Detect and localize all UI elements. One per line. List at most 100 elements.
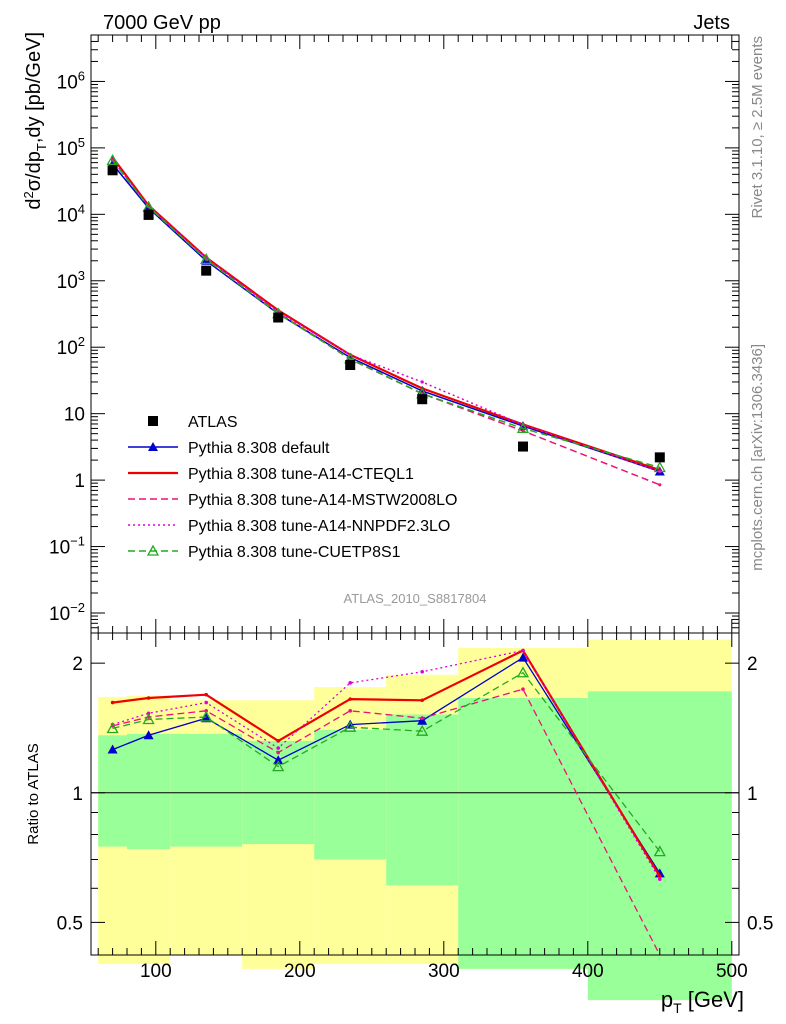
- main-y-tick-label: 105: [57, 135, 85, 160]
- legend-label: Pythia 8.308 tune-A14-NNPDF2.3LO: [188, 518, 450, 535]
- ratio-y-tick-label: 1: [747, 784, 758, 805]
- main-y-tick-label: 102: [57, 334, 85, 359]
- x-tick-label: 100: [140, 961, 172, 982]
- data-point-marker: [345, 360, 356, 371]
- legend-label: Pythia 8.308 default: [188, 440, 330, 457]
- main-y-tick-label: 104: [57, 201, 85, 226]
- ratio-uncertainty-bands: [98, 639, 732, 1001]
- data-point-marker: [106, 722, 119, 734]
- legend-entry: ATLAS: [148, 414, 238, 431]
- data-point-marker: [344, 720, 357, 732]
- data-point-marker: [148, 416, 158, 426]
- main-y-tick-label: 103: [57, 268, 85, 293]
- data-point-marker: [201, 713, 212, 723]
- data-point-marker: [200, 253, 213, 265]
- data-point-marker: [521, 648, 525, 653]
- x-tick-label: 400: [572, 961, 604, 982]
- legend-label: Pythia 8.308 tune-A14-MSTW2008LO: [188, 492, 457, 509]
- ratio-series-1: [110, 648, 662, 879]
- legend-entry: Pythia 8.308 tune-A14-CTEQL1: [128, 466, 414, 483]
- data-point-marker: [272, 760, 285, 772]
- data-point-marker: [148, 442, 158, 451]
- main-y-tick-label: 1: [74, 471, 85, 492]
- data-point-marker: [204, 692, 208, 697]
- data-point-marker: [521, 687, 525, 691]
- band-inner-bin: [386, 714, 459, 886]
- ratio-y-tick-label: 0.5: [57, 913, 83, 934]
- data-point-marker: [106, 153, 119, 165]
- data-point-marker: [107, 165, 118, 176]
- data-point-marker: [110, 700, 115, 705]
- data-point-marker: [420, 669, 425, 674]
- main-series-3: [111, 158, 662, 487]
- legend-label: Pythia 8.308 tune-CUETP8S1: [188, 544, 401, 561]
- ratio-y-tick-label: 1: [72, 784, 83, 805]
- data-point-marker: [417, 715, 428, 725]
- ratio-series-4: [106, 666, 666, 857]
- data-point-marker: [516, 422, 530, 434]
- data-point-marker: [143, 209, 154, 220]
- ratio-series-line: [112, 649, 661, 880]
- data-point-marker: [201, 265, 212, 276]
- data-point-marker: [146, 544, 160, 556]
- main-y-tick-label: 106: [57, 68, 85, 93]
- ratio-y-tick-label: 2: [747, 654, 758, 675]
- header-right: Jets: [693, 12, 730, 34]
- data-point-marker: [276, 750, 281, 755]
- legend-entry: Pythia 8.308 tune-A14-NNPDF2.3LO: [128, 518, 450, 535]
- data-point-marker: [276, 746, 281, 750]
- data-point-marker: [518, 441, 528, 452]
- data-point-marker: [204, 700, 208, 705]
- header-left: 7000 GeV pp: [103, 12, 221, 34]
- series-layer: [106, 153, 666, 956]
- x-axis-label: pT [GeV]: [661, 987, 744, 1016]
- data-point-marker: [518, 652, 528, 662]
- main-series-line: [112, 159, 661, 469]
- main-y-tick-label: 10−2: [49, 600, 85, 625]
- data-point-marker: [348, 681, 353, 685]
- data-point-marker: [420, 716, 425, 721]
- data-point-marker: [348, 709, 353, 713]
- legend-label: Pythia 8.308 tune-A14-CTEQL1: [188, 466, 414, 483]
- data-point-marker: [200, 710, 213, 722]
- data-point-marker: [516, 666, 530, 678]
- band-inner-bin: [98, 735, 127, 847]
- data-point-marker: [146, 696, 151, 700]
- data-point-marker: [107, 744, 118, 754]
- main-series-0: [107, 165, 665, 463]
- data-point-marker: [348, 697, 353, 701]
- band-inner-bin: [127, 733, 171, 850]
- ratio-series-line: [112, 688, 661, 956]
- ratio-series-line: [112, 649, 661, 877]
- x-tick-label: 500: [716, 961, 748, 982]
- ratio-y-tick-label: 2: [72, 654, 83, 675]
- main-y-axis-label: d2σ/dpT,dy [pb/GeV]: [21, 32, 49, 210]
- main-y-tick-label: 10: [64, 405, 85, 426]
- data-point-marker: [658, 877, 662, 881]
- data-point-marker: [420, 380, 424, 384]
- data-point-marker: [276, 739, 281, 743]
- band-inner-bin: [458, 698, 588, 969]
- ratio-series-line: [112, 671, 661, 852]
- legend-entry: Pythia 8.308 tune-CUETP8S1: [128, 544, 401, 561]
- main-y-tick-label: 10−1: [49, 534, 85, 559]
- band-inner-bin: [314, 729, 387, 860]
- data-point-marker: [653, 461, 666, 473]
- rivet-version-label: Rivet 3.1.10, ≥ 2.5M events: [749, 36, 766, 219]
- legend-label: ATLAS: [188, 414, 238, 431]
- data-point-marker: [521, 429, 525, 433]
- data-point-marker: [658, 874, 662, 879]
- data-point-marker: [273, 755, 284, 765]
- legend-entry: Pythia 8.308 tune-A14-MSTW2008LO: [128, 492, 457, 509]
- ratio-series-0: [107, 652, 665, 878]
- data-point-marker: [143, 730, 154, 740]
- ratio-series-line: [112, 656, 661, 874]
- legend: ATLAS Pythia 8.308 default Pythia 8.308 tu…: [128, 414, 457, 561]
- data-point-marker: [273, 312, 284, 323]
- data-point-marker: [142, 713, 155, 725]
- x-tick-label: 300: [428, 961, 460, 982]
- data-point-marker: [653, 845, 666, 857]
- band-inner-bin: [170, 733, 243, 847]
